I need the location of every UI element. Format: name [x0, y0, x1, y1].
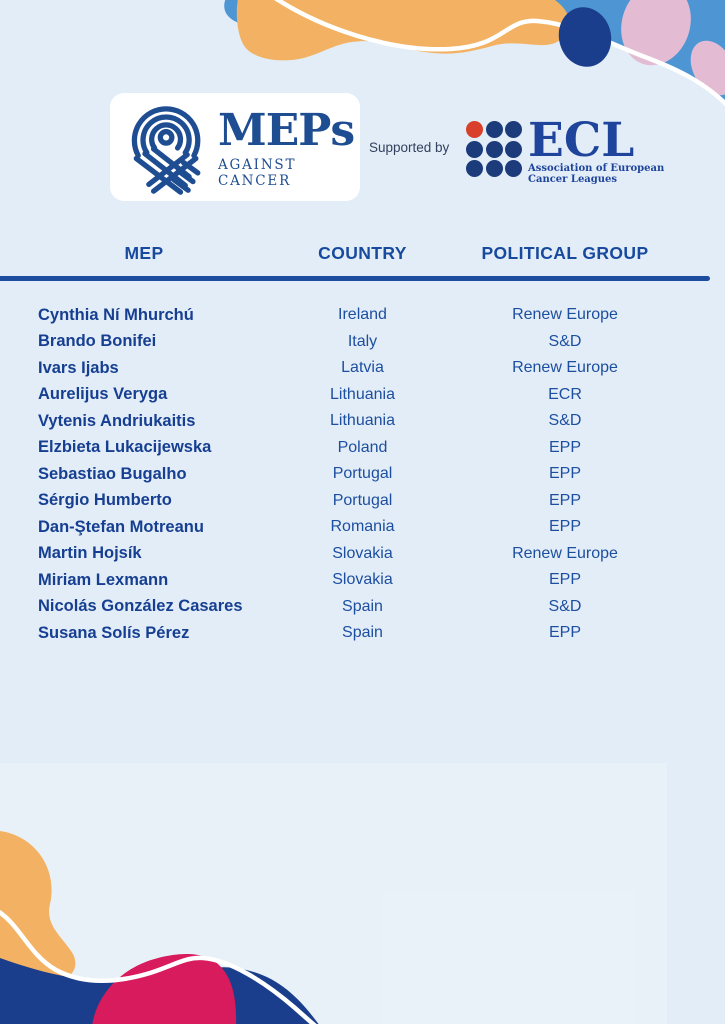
ecl-name: ECL — [528, 113, 635, 168]
ecl-blue-dot — [505, 140, 522, 158]
table-row: Miriam Lexmann Slovakia EPP — [0, 567, 710, 594]
political-group-cell: ECR — [548, 385, 582, 403]
navy-oval-shape — [558, 7, 612, 67]
table-row: Sebastiao Bugalho Portugal EPP — [0, 461, 710, 488]
country-cell: Lithuania — [330, 385, 395, 403]
mep-name-cell: Dan-Ştefan Motreanu — [38, 517, 204, 536]
political-group-cell: EPP — [548, 465, 581, 483]
ecl-dot-grid — [466, 121, 522, 177]
ecl-red-dot — [466, 121, 483, 138]
political-group-cell: Renew Europe — [512, 359, 618, 377]
table-row: Aurelijus Veryga Lithuania ECR — [0, 382, 710, 409]
mep-name-cell: Vytenis Andriukaitis — [38, 411, 196, 430]
mep-name-cell: Miriam Lexmann — [38, 570, 169, 589]
mep-name-cell: Cynthia Ní Mhurchú — [38, 305, 194, 324]
ecl-tagline-line2: Cancer Leagues — [528, 174, 618, 186]
table-row: Brando Bonifei Italy S&D — [0, 329, 710, 356]
country-cell: Latvia — [341, 359, 384, 377]
mep-name-cell: Aurelijus Veryga — [38, 385, 168, 404]
table-row: Cynthia Ní Mhurchú Ireland Renew Europe — [0, 302, 710, 329]
ecl-tagline-line1: Association of European — [528, 163, 665, 175]
meps-logo-card: MEPs AGAINST CANCER — [110, 93, 360, 201]
white-wave-line — [274, 0, 725, 107]
country-cell: Spain — [342, 597, 383, 615]
country-cell: Slovakia — [332, 571, 393, 589]
table-row: Martin Hojsík Slovakia Renew Europe — [0, 541, 710, 568]
political-group-cell: EPP — [548, 624, 581, 642]
table-row: Elzbieta Lukacijewska Poland EPP — [0, 435, 710, 462]
political-group-cell: EPP — [548, 571, 581, 589]
political-group-cell: EPP — [548, 518, 581, 536]
country-cell: Spain — [342, 624, 383, 642]
ecl-blue-dot — [505, 160, 522, 177]
country-cell: Romania — [330, 518, 395, 536]
ecl-blue-dot — [505, 121, 522, 138]
table-row: Dan-Ştefan Motreanu Romania EPP — [0, 514, 710, 541]
logo-text-block: MEPs AGAINST CANCER — [218, 105, 360, 190]
steel-blue-blob-shape — [498, 0, 725, 101]
mep-name-cell: Sérgio Humberto — [38, 491, 172, 510]
ecl-blue-dot — [485, 160, 503, 177]
column-header-country: COUNTRY — [318, 243, 407, 263]
table-row: Susana Solís Pérez Spain EPP — [0, 620, 710, 647]
top-decoration — [224, 0, 725, 107]
political-group-cell: Renew Europe — [512, 306, 618, 324]
table-header-row: MEP COUNTRY POLITICAL GROUP — [0, 243, 710, 264]
logo-subtitle: AGAINST CANCER — [218, 157, 297, 189]
country-cell: Slovakia — [332, 544, 393, 562]
country-cell: Ireland — [338, 306, 387, 324]
ecl-logo: ECL Association of European Cancer Leagu… — [466, 113, 664, 185]
column-header-mep: MEP — [124, 243, 164, 263]
ecl-blue-dot — [485, 121, 503, 138]
pink-blob-large-shape — [621, 0, 691, 66]
table-row: Nicolás González Casares Spain S&D — [0, 594, 710, 621]
mep-name-cell: Brando Bonifei — [38, 332, 157, 351]
mep-name-cell: Susana Solís Pérez — [38, 623, 190, 642]
mep-name-cell: Nicolás González Casares — [38, 597, 243, 616]
ecl-blue-dot — [466, 140, 483, 158]
cancer-ribbon-icon — [120, 99, 216, 195]
country-cell: Italy — [347, 332, 378, 350]
country-cell: Portugal — [332, 465, 393, 483]
table-row: Ivars Ijabs Latvia Renew Europe — [0, 355, 710, 382]
mep-name-cell: Ivars Ijabs — [38, 358, 119, 377]
header-divider-line — [0, 276, 710, 281]
table-body: Cynthia Ní Mhurchú Ireland Renew Europe … — [0, 302, 710, 647]
orange-blob-shape — [236, 0, 570, 61]
country-cell: Lithuania — [330, 412, 395, 430]
political-group-cell: S&D — [548, 412, 582, 430]
steel-blue-sliver-shape — [224, 0, 307, 27]
ecl-tagline: Association of European Cancer Leagues — [528, 163, 664, 185]
column-header-political-group: POLITICAL GROUP — [481, 243, 649, 263]
political-group-cell: S&D — [548, 332, 582, 350]
mep-name-cell: Elzbieta Lukacijewska — [38, 438, 212, 457]
political-group-cell: EPP — [548, 438, 581, 456]
ecl-text-block: ECL Association of European Cancer Leagu… — [528, 113, 664, 185]
country-cell: Portugal — [332, 491, 393, 509]
political-group-cell: Renew Europe — [512, 544, 618, 562]
table-row: Sérgio Humberto Portugal EPP — [0, 488, 710, 515]
political-group-cell: EPP — [548, 491, 581, 509]
country-cell: Poland — [337, 438, 388, 456]
pink-blob-small-shape — [690, 40, 725, 96]
ecl-blue-dot — [485, 140, 503, 158]
logo-title: MEPs — [218, 105, 355, 156]
background-tint-panel — [0, 763, 667, 1024]
mep-name-cell: Martin Hojsík — [38, 544, 142, 563]
supported-by-label: Supported by — [369, 140, 450, 155]
mep-name-cell: Sebastiao Bugalho — [38, 464, 187, 483]
table-row: Vytenis Andriukaitis Lithuania S&D — [0, 408, 710, 435]
ecl-blue-dot — [466, 160, 483, 177]
political-group-cell: S&D — [548, 597, 582, 615]
